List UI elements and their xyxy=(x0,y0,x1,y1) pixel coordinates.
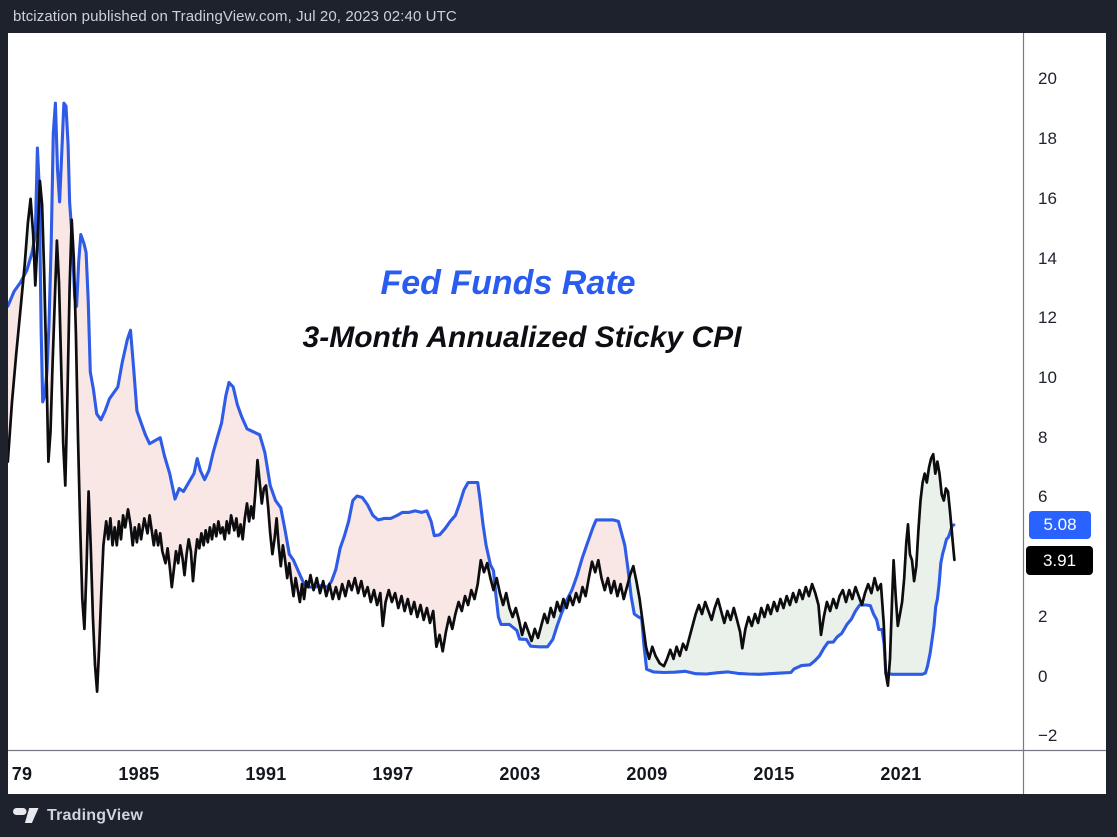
fed-funds-price-badge: 5.08 xyxy=(1029,511,1091,539)
series-title-sticky-cpi: 3-Month Annualized Sticky CPI xyxy=(302,321,742,354)
y-axis-tick-16: 16 xyxy=(1038,189,1057,208)
y-axis-tick-6: 6 xyxy=(1038,487,1048,506)
y-axis-tick-8: 8 xyxy=(1038,428,1048,447)
x-axis-tick-2015: 2015 xyxy=(753,764,795,784)
chart-panel: 20181614121086420−2 79198519911997200320… xyxy=(8,33,1106,794)
series-title-fed-funds: Fed Funds Rate xyxy=(380,264,636,302)
y-axis-tick-10: 10 xyxy=(1038,368,1057,387)
sticky-cpi-price-badge: 3.91 xyxy=(1026,546,1093,575)
y-axis-tick-2: 2 xyxy=(1038,607,1048,626)
x-axis-tick-1985: 1985 xyxy=(118,764,160,784)
y-axis-tick-12: 12 xyxy=(1038,308,1057,327)
x-axis-tick-2003: 2003 xyxy=(499,764,541,784)
x-axis-tick-2009: 2009 xyxy=(626,764,668,784)
x-axis-tick-1991: 1991 xyxy=(245,764,287,784)
y-axis-tick-14: 14 xyxy=(1038,249,1057,268)
y-axis-tick-20: 20 xyxy=(1038,69,1057,88)
x-axis-tick-2021: 2021 xyxy=(880,764,922,784)
tradingview-logo-icon[interactable] xyxy=(13,805,40,826)
top-bar: btcization published on TradingView.com,… xyxy=(0,0,1117,33)
x-axis-tick-1997: 1997 xyxy=(372,764,414,784)
y-axis-tick-0: 0 xyxy=(1038,667,1048,686)
x-axis-tick-79: 79 xyxy=(11,764,33,784)
bottom-bar: TradingView xyxy=(0,794,1117,837)
y-axis-tick-18: 18 xyxy=(1038,129,1057,148)
tradingview-wordmark[interactable]: TradingView xyxy=(47,806,144,824)
y-axis-tick--2: −2 xyxy=(1038,726,1058,745)
publish-attribution: btcization published on TradingView.com,… xyxy=(13,8,457,25)
price-chart[interactable] xyxy=(8,33,1106,794)
